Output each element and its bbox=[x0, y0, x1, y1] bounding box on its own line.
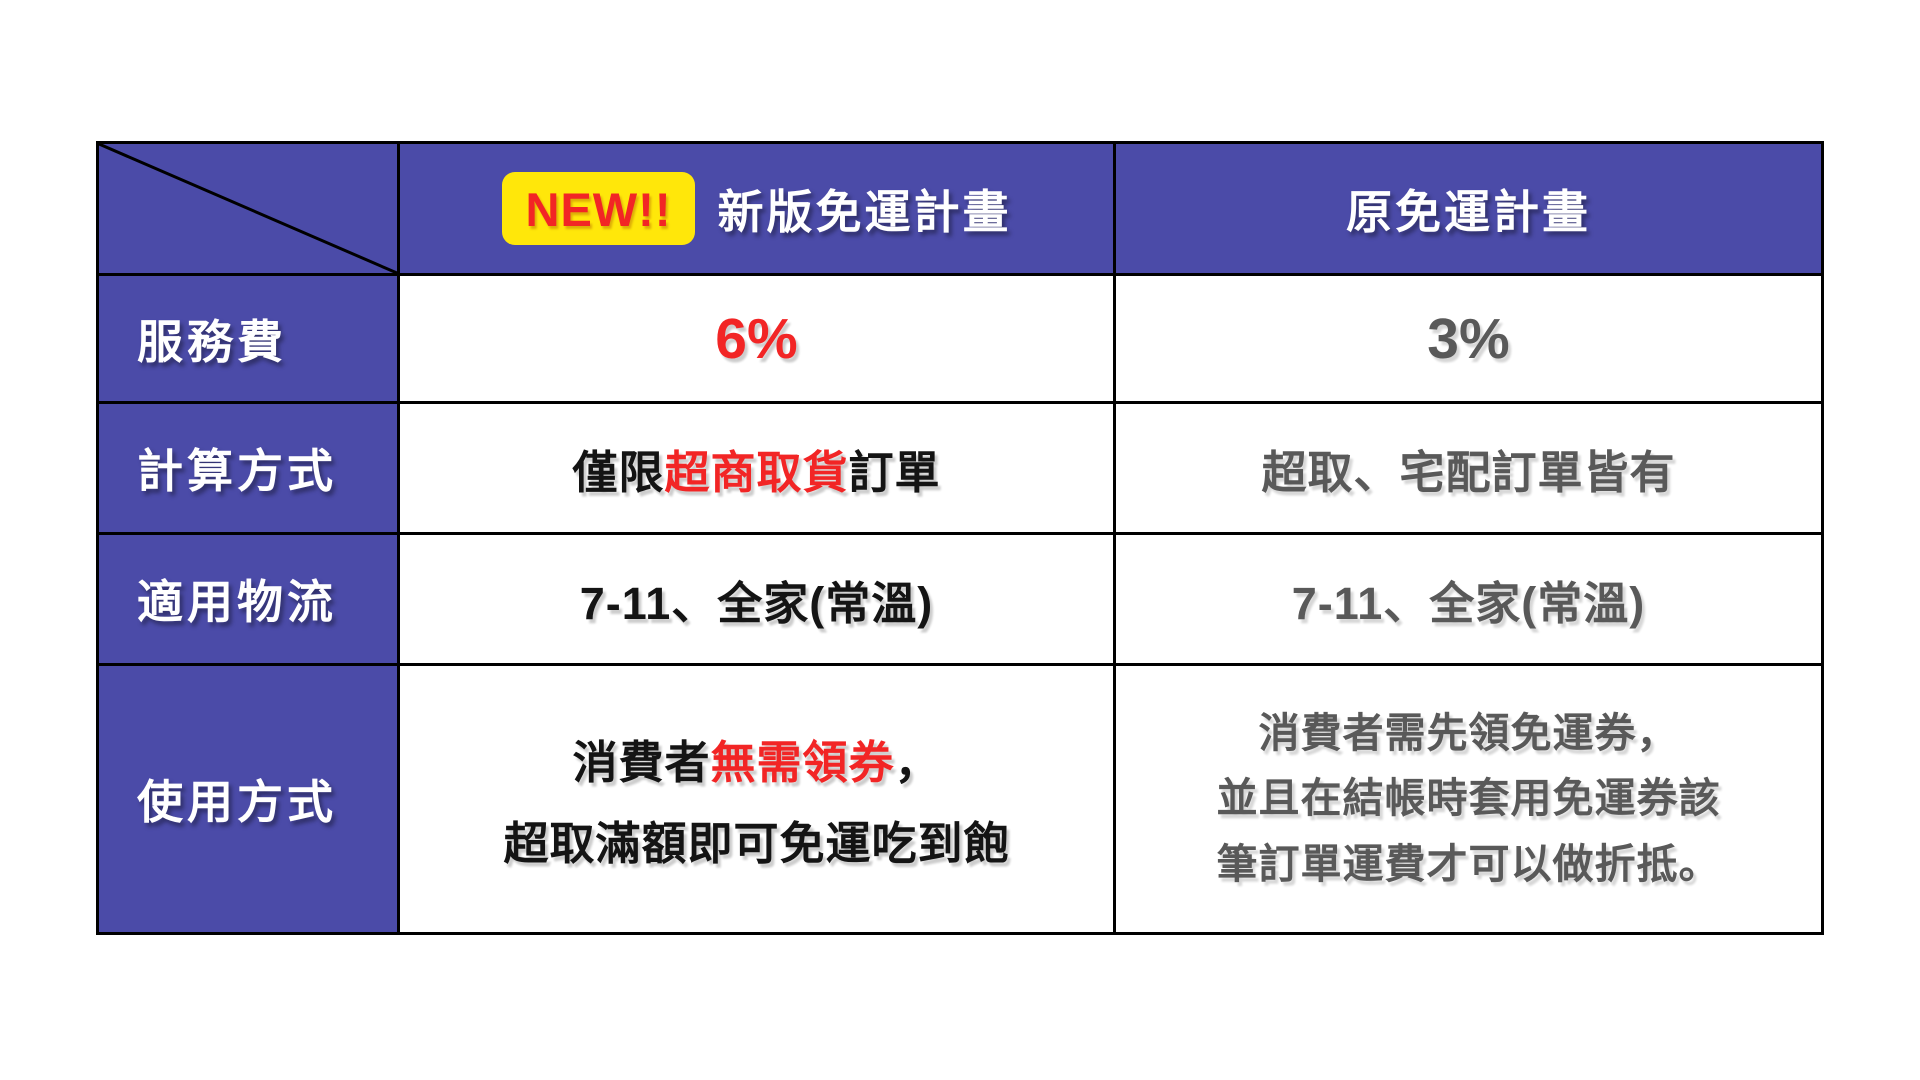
usage-old-text: 消費者需先領免運券， 並且在結帳時套用免運券該 筆訂單運費才可以做折抵。 bbox=[1216, 709, 1721, 887]
header-old-plan-title: 原免運計畫 bbox=[1346, 185, 1591, 238]
cell-usage-new: 消費者無需領券， 超取滿額即可免運吃到飽 bbox=[400, 666, 1116, 932]
cell-calculation-new: 僅限超商取貨訂單 bbox=[400, 404, 1116, 535]
row-label-service-fee: 服務費 bbox=[99, 276, 400, 404]
logistics-old-text: 7-11、全家(常溫) bbox=[1291, 577, 1646, 629]
service-fee-new-value: 6% bbox=[715, 306, 798, 371]
calculation-old-text: 超取、宅配訂單皆有 bbox=[1261, 446, 1676, 498]
new-badge: NEW!! bbox=[501, 172, 696, 245]
diagonal-line bbox=[99, 144, 397, 273]
shipping-plan-comparison-table: NEW!! 新版免運計畫 原免運計畫 服務費 6% 3% 計算方式 僅限超商取貨… bbox=[96, 141, 1824, 935]
row-label-logistics: 適用物流 bbox=[99, 535, 400, 666]
service-fee-old-value: 3% bbox=[1427, 306, 1510, 371]
cell-logistics-old: 7-11、全家(常溫) bbox=[1116, 535, 1821, 666]
cell-service-fee-old: 3% bbox=[1116, 276, 1821, 404]
corner-cell bbox=[99, 144, 400, 276]
cell-service-fee-new: 6% bbox=[400, 276, 1116, 404]
cell-logistics-new: 7-11、全家(常溫) bbox=[400, 535, 1116, 666]
cell-calculation-old: 超取、宅配訂單皆有 bbox=[1116, 404, 1821, 535]
cell-usage-old: 消費者需先領免運券， 並且在結帳時套用免運券該 筆訂單運費才可以做折抵。 bbox=[1116, 666, 1821, 932]
usage-new-text: 消費者無需領券， 超取滿額即可免運吃到飽 bbox=[503, 737, 1010, 869]
header-new-plan-title: 新版免運計畫 bbox=[717, 185, 1012, 238]
row-label-calculation: 計算方式 bbox=[99, 404, 400, 535]
header-old-plan: 原免運計畫 bbox=[1116, 144, 1821, 276]
row-label-usage: 使用方式 bbox=[99, 666, 400, 932]
header-new-plan: NEW!! 新版免運計畫 bbox=[400, 144, 1116, 276]
calculation-new-text: 僅限超商取貨訂單 bbox=[572, 446, 941, 498]
logistics-new-text: 7-11、全家(常溫) bbox=[579, 577, 934, 629]
